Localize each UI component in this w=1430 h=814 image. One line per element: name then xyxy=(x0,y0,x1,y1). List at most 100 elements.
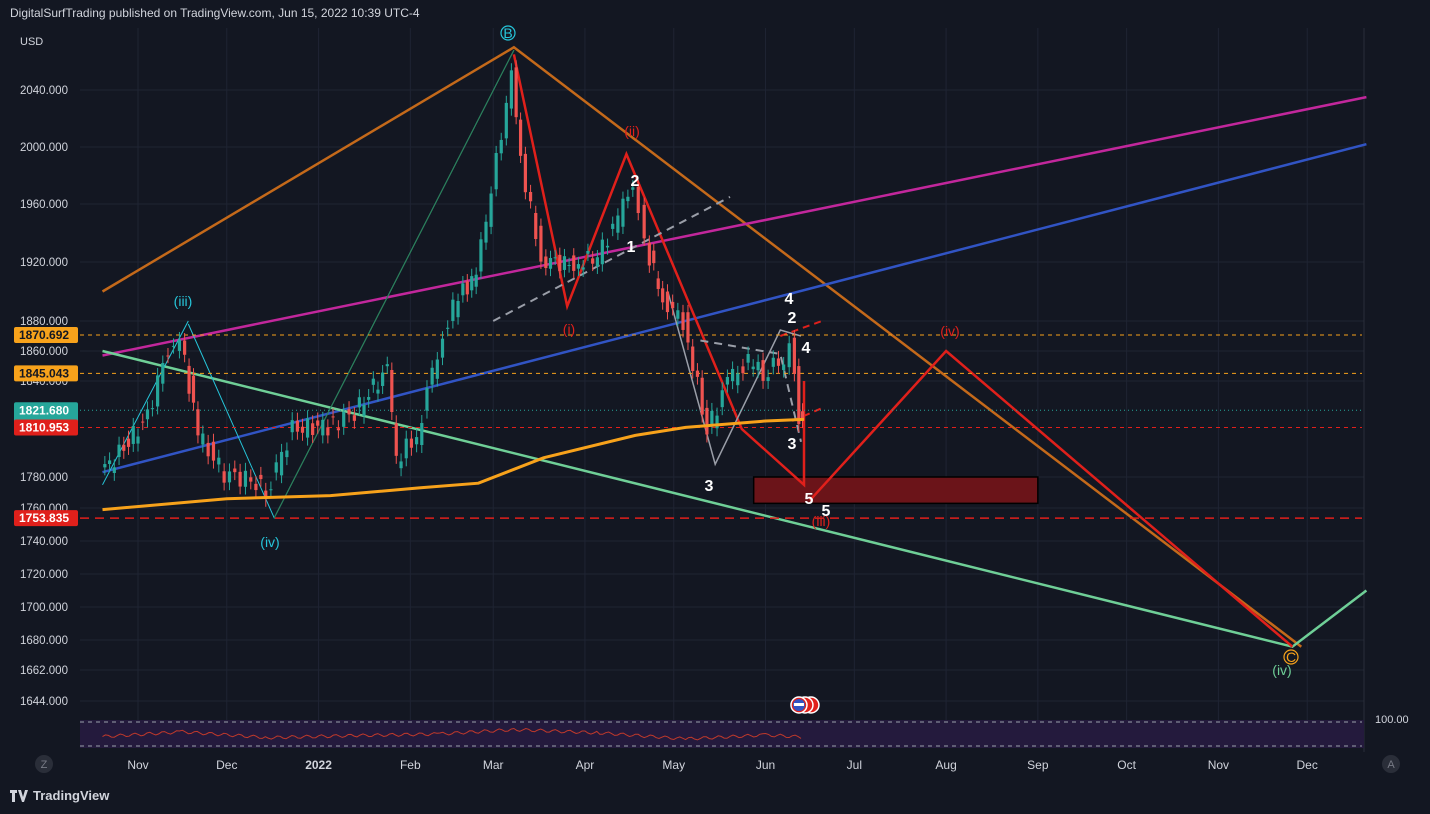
candle-body xyxy=(385,364,389,367)
candle-body xyxy=(177,339,182,351)
wave-label: 5 xyxy=(822,503,831,520)
candle-body xyxy=(605,245,610,248)
x-tick-label: 2022 xyxy=(305,758,332,772)
candle-body xyxy=(196,409,200,436)
candle-body xyxy=(676,310,680,319)
candle-body xyxy=(494,153,498,190)
candle-body xyxy=(285,450,289,458)
candle-body xyxy=(243,470,248,487)
candle-body xyxy=(776,358,781,366)
cyan-wave-line xyxy=(187,49,515,520)
candle-body xyxy=(562,256,567,270)
wave-label: (iii) xyxy=(174,293,193,309)
x-tick-label: Feb xyxy=(400,758,421,772)
publish-header: DigitalSurfTrading published on TradingV… xyxy=(10,6,420,20)
x-tick-label: Jul xyxy=(847,758,862,772)
oscillator-line xyxy=(102,727,802,741)
candle-body xyxy=(595,257,599,267)
x-tick-label: Nov xyxy=(127,758,148,772)
candle-body xyxy=(367,397,371,400)
events-badge[interactable] xyxy=(790,696,820,714)
gray-dashed-line xyxy=(492,196,731,322)
moving-average-line xyxy=(102,417,805,512)
price-level-tag xyxy=(14,326,78,343)
candle-body xyxy=(456,301,460,318)
candle-body xyxy=(342,411,346,427)
candle-body xyxy=(409,438,414,448)
wave-label: 2 xyxy=(631,173,640,190)
candle-body xyxy=(567,265,571,267)
x-tick-label: Dec xyxy=(216,758,237,772)
wave-label: (iv) xyxy=(940,323,959,339)
candle-body xyxy=(295,420,300,432)
candle-body xyxy=(686,312,690,343)
price-level-value: 1845.043 xyxy=(19,366,69,380)
candle-body xyxy=(259,474,263,480)
price-level-tag xyxy=(14,419,78,436)
candle-body xyxy=(591,258,595,264)
candle-body xyxy=(499,139,503,154)
wave-label-circle xyxy=(500,25,516,41)
candle-body xyxy=(166,355,170,357)
y-tick-label: 1662.000 xyxy=(20,665,68,677)
price-levels xyxy=(80,334,1362,519)
wave-label: (iv) xyxy=(260,534,279,550)
flag-stripe xyxy=(793,703,804,706)
log-toggle-label: Z xyxy=(41,759,48,771)
wave-label: 3 xyxy=(705,478,714,495)
price-level-value: 1870.692 xyxy=(19,328,69,342)
candle-body xyxy=(461,283,465,296)
x-tick-label: Dec xyxy=(1297,758,1318,772)
candle-body xyxy=(626,196,630,202)
candle-body xyxy=(371,378,375,385)
y-tick-label: 1720.000 xyxy=(20,569,68,581)
candle-body xyxy=(305,418,310,438)
oscillator-pane: 100.00 xyxy=(80,714,1409,748)
y-tick-label: 1860.000 xyxy=(20,346,68,358)
candle-body xyxy=(357,397,361,408)
candle-body xyxy=(394,423,398,456)
candle-body xyxy=(150,408,155,410)
candle-body xyxy=(671,301,675,309)
price-axis[interactable]: USD 2040.000 2000.000 1960.000 1920.000 1880.… xyxy=(14,36,78,708)
footer: TradingView xyxy=(10,788,109,803)
candle-body xyxy=(771,357,775,367)
green-trend-line xyxy=(102,349,1368,649)
candle-body xyxy=(425,388,429,411)
candle-body xyxy=(112,467,116,474)
magenta-channel-line xyxy=(102,95,1367,357)
candle-body xyxy=(518,119,523,156)
candle-body xyxy=(572,255,576,271)
wave-label: 4 xyxy=(802,340,811,357)
candle-body xyxy=(691,346,695,371)
wave-label: (iii) xyxy=(812,513,831,529)
candle-body xyxy=(710,410,714,426)
x-tick-label: Aug xyxy=(935,758,956,772)
candle-body xyxy=(636,186,640,214)
candle-body xyxy=(331,416,335,418)
oscillator-background xyxy=(80,720,1364,748)
currency-label: USD xyxy=(20,36,43,48)
candle-body xyxy=(534,213,538,240)
blue-channel-line xyxy=(102,142,1367,474)
candle-body xyxy=(381,372,385,386)
candle-body xyxy=(705,407,709,435)
candle-body xyxy=(730,368,735,382)
candle-body xyxy=(430,367,434,385)
candle-body xyxy=(631,187,635,190)
price-level-tag xyxy=(14,365,78,382)
red-dashed-line xyxy=(779,320,823,337)
candle-body xyxy=(548,257,553,269)
x-tick-label: Mar xyxy=(483,758,504,772)
wave-label: (ii) xyxy=(624,123,640,139)
y-tick-label: 2040.000 xyxy=(20,85,68,97)
candle-body xyxy=(420,423,424,445)
wave-label: 4 xyxy=(785,291,794,308)
candle-body xyxy=(279,451,284,476)
candle-body xyxy=(792,337,796,374)
candle-body xyxy=(656,278,660,289)
candle-body xyxy=(661,288,665,303)
time-axis[interactable]: Nov Dec 2022 Feb Mar Apr May Jun Jul Aug Sep Oct Nov… xyxy=(35,755,1400,773)
candle-body xyxy=(581,267,585,270)
